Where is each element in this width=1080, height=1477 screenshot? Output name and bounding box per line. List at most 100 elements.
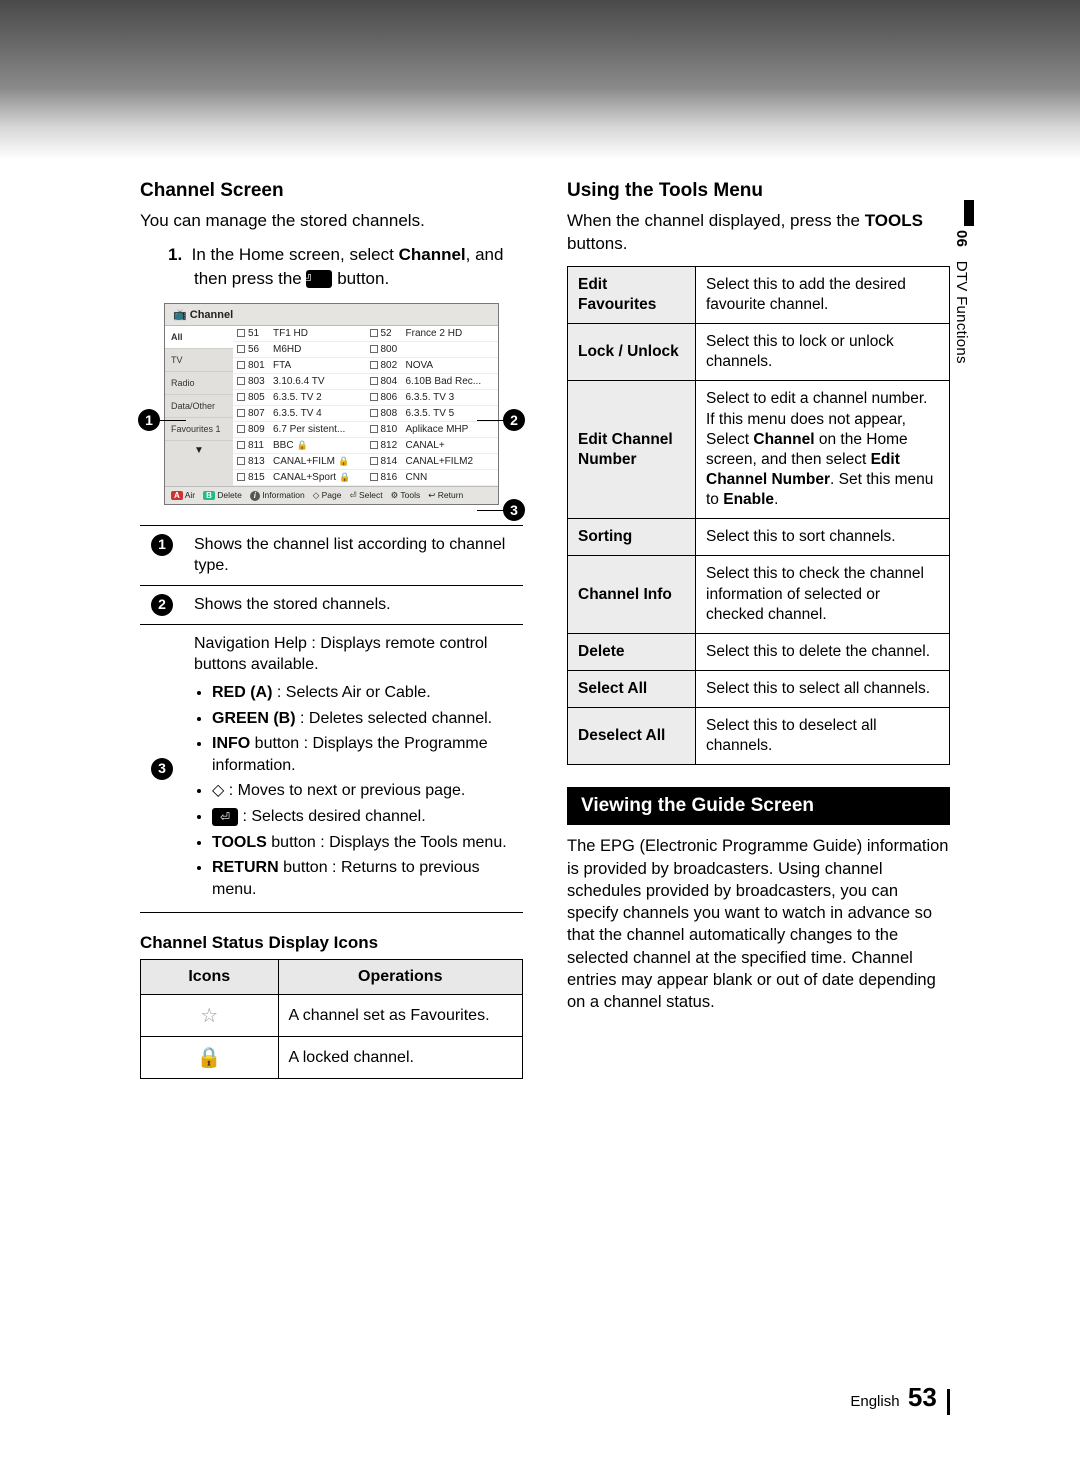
screenshot-channel-row: 51TF1 HD52France 2 HD [233,326,498,342]
screenshot-sidebar-tab: Favourites 1 [165,418,233,441]
ref-text-3: Navigation Help : Displays remote contro… [184,624,523,913]
nav-help-item: RED (A) : Selects Air or Cable. [212,682,513,704]
screenshot-sidebar-arrow: ▼ [165,441,233,460]
legend-select: Select [359,490,383,500]
left-column: Channel Screen You can manage the stored… [140,180,523,1079]
star-icon: ☆ [200,1005,218,1027]
ref-text-2: Shows the stored channels. [184,585,523,624]
ref-row-1: 1 Shows the channel list according to ch… [140,525,523,585]
tools-row: DeleteSelect this to delete the channel. [568,633,950,670]
screenshot-sidebar: AllTVRadioData/OtherFavourites 1▼ [165,326,233,486]
tools-menu-table: Edit FavouritesSelect this to add the de… [567,266,950,766]
screenshot-channel-cell: 8033.10.6.4 TV [233,374,366,389]
tools-row-value: Select this to add the desired favourite… [696,266,950,323]
screenshot-channel-row: 56M6HD800 [233,342,498,358]
channel-screenshot-wrapper: 1 2 3 📺 Channel AllTVRadioData/OtherFavo… [140,303,523,505]
legend-air: Air [185,490,195,500]
callout-3: 3 [503,499,525,521]
screenshot-channel-cell: 811BBC🔒 [233,438,366,453]
heading-viewing-guide: Viewing the Guide Screen [567,787,950,825]
legend-info-icon: i [250,491,260,501]
nav-help-list: RED (A) : Selects Air or Cable. GREEN (B)… [194,682,513,900]
screenshot-channel-cell: 816CNN [366,470,499,485]
legend-a-icon: A [171,491,183,500]
callout-1-line [158,420,186,421]
screenshot-title: 📺 Channel [165,304,498,326]
tools-row-value: Select this to check the channel informa… [696,556,950,633]
step1-text-d: button. [332,269,389,288]
nav-help-item: INFO button : Displays the Programme inf… [212,733,513,776]
tools-row-value: Select this to sort channels. [696,519,950,556]
screenshot-legend: A Air B Delete i Information ◇ Page ⏎ Se… [165,486,498,504]
screenshot-channel-cell: 8056.3.5. TV 2 [233,390,366,405]
callout-2-line [477,420,505,421]
nav-help-item: ⏎ : Selects desired channel. [212,806,513,828]
section-title: DTV Functions [953,261,970,364]
tools-row-key: Edit Favourites [568,266,696,323]
ref3-lead: Navigation Help : Displays remote contro… [194,635,487,674]
right-column: Using the Tools Menu When the channel di… [567,180,950,1079]
callout-reference-table: 1 Shows the channel list according to ch… [140,525,523,914]
top-gradient-band [0,0,1080,160]
icons-header-icons: Icons [141,960,279,995]
heading-status-icons: Channel Status Display Icons [140,933,523,953]
tools-row-value: Select to edit a channel number. If this… [696,381,950,519]
lock-icon: 🔒 [197,1047,222,1069]
icons-row-locked: 🔒 A locked channel. [141,1037,523,1079]
footer-lang: English [850,1393,899,1410]
screenshot-channel-cell: 814CANAL+FILM2 [366,454,499,469]
screenshot-channel-row: 813CANAL+FILM🔒814CANAL+FILM2 [233,454,498,470]
footer-page-number: 53 [908,1382,937,1412]
screenshot-channel-cell: 812CANAL+ [366,438,499,453]
tools-intro: When the channel displayed, press the TO… [567,210,950,256]
step-1: 1. In the Home screen, select Channel, a… [168,243,523,291]
screenshot-channel-row: 8033.10.6.4 TV8046.10B Bad Rec... [233,374,498,390]
screenshot-sidebar-tab: All [165,326,233,349]
ref-text-1: Shows the channel list according to chan… [184,525,523,585]
tools-row-key: Select All [568,670,696,707]
screenshot-channel-row: 8096.7 Per sistent...810Aplikace MHP [233,422,498,438]
screenshot-channel-cell: 801FTA [233,358,366,373]
nav-help-item: ◇ : Moves to next or previous page. [212,780,513,802]
channel-screenshot: 📺 Channel AllTVRadioData/OtherFavourites… [164,303,499,505]
tools-row-value: Select this to delete the channel. [696,633,950,670]
status-icons-table: Icons Operations ☆ A channel set as Favo… [140,959,523,1079]
screenshot-channel-cell: 8086.3.5. TV 5 [366,406,499,421]
step1-bold-channel: Channel [399,245,466,264]
ref-bullet-2: 2 [151,594,173,616]
guide-paragraph: The EPG (Electronic Programme Guide) inf… [567,835,950,1013]
screenshot-channel-cell: 8066.3.5. TV 3 [366,390,499,405]
tools-row: Select AllSelect this to select all chan… [568,670,950,707]
tools-row: Edit Channel NumberSelect to edit a chan… [568,381,950,519]
screenshot-channel-cell: 813CANAL+FILM🔒 [233,454,366,469]
tools-row: Lock / UnlockSelect this to lock or unlo… [568,324,950,381]
screenshot-channel-row: 815CANAL+Sport🔒816CNN [233,470,498,486]
nav-help-item: RETURN button : Returns to previous menu… [212,857,513,900]
section-side-tab: 06 DTV Functions [953,230,970,364]
heading-tools-menu: Using the Tools Menu [567,180,950,202]
screenshot-sidebar-tab: Radio [165,372,233,395]
tools-row: SortingSelect this to sort channels. [568,519,950,556]
screenshot-sidebar-tab: TV [165,349,233,372]
tools-intro-b: TOOLS [865,211,923,230]
icons-row-locked-op: A locked channel. [278,1037,522,1079]
channel-screen-steps: 1. In the Home screen, select Channel, a… [140,243,523,291]
page-footer: English 53 [850,1382,950,1415]
side-tab-badge [964,200,974,226]
screenshot-sidebar-tab: Data/Other [165,395,233,418]
tools-row-value: Select this to deselect all channels. [696,708,950,765]
screenshot-channel-cell: 800 [366,342,499,357]
screenshot-channel-cell: 8096.7 Per sistent... [233,422,366,437]
step1-text-a: In the Home screen, select [192,245,399,264]
callout-2: 2 [503,409,525,431]
screenshot-channel-cell: 810Aplikace MHP [366,422,499,437]
icons-row-favourite-op: A channel set as Favourites. [278,995,522,1037]
legend-return: Return [438,490,464,500]
nav-help-item: TOOLS button : Displays the Tools menu. [212,832,513,854]
screenshot-channel-row: 8056.3.5. TV 28066.3.5. TV 3 [233,390,498,406]
ref-bullet-3: 3 [151,758,173,780]
tools-row: Channel InfoSelect this to check the cha… [568,556,950,633]
tools-row-key: Delete [568,633,696,670]
nav-help-item: GREEN (B) : Deletes selected channel. [212,708,513,730]
ref-row-3: 3 Navigation Help : Displays remote cont… [140,624,523,913]
